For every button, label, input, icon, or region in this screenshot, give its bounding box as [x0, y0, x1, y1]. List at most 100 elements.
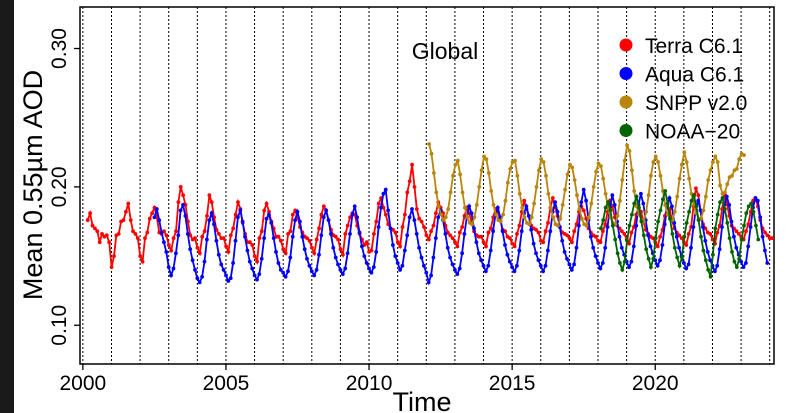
data-point [694, 204, 699, 209]
data-point [701, 248, 706, 253]
data-point [520, 205, 525, 210]
data-point [255, 277, 259, 282]
data-point [305, 236, 309, 241]
data-point [541, 240, 546, 245]
data-point [214, 238, 219, 243]
data-point [598, 240, 603, 245]
data-point [228, 233, 233, 238]
data-point [680, 162, 684, 167]
data-point [730, 173, 734, 178]
data-point [310, 245, 314, 250]
data-point [405, 190, 410, 195]
y-axis-title: Mean 0.55µm AOD [18, 70, 48, 300]
data-point [656, 219, 660, 224]
data-point [701, 225, 705, 229]
data-point [240, 219, 245, 224]
data-point [658, 208, 663, 213]
data-point [398, 268, 402, 272]
data-point [472, 226, 476, 231]
data-point [546, 191, 551, 196]
data-point [252, 273, 257, 278]
data-point [706, 268, 711, 272]
data-point [519, 229, 524, 234]
data-point [434, 211, 438, 216]
data-point [97, 240, 102, 245]
data-point [312, 251, 317, 256]
data-point [565, 233, 569, 238]
data-point [591, 245, 596, 250]
data-point [445, 245, 450, 250]
data-point [494, 212, 498, 217]
data-point [217, 232, 221, 236]
data-point [152, 215, 157, 220]
data-point [238, 208, 243, 213]
data-point [661, 197, 665, 202]
data-point [730, 250, 734, 254]
data-point [708, 258, 712, 263]
data-point [319, 212, 324, 217]
data-point [651, 160, 656, 164]
data-point [410, 162, 414, 167]
data-point [264, 216, 269, 221]
data-point [491, 203, 496, 207]
data-point [703, 238, 708, 243]
data-point [641, 201, 646, 206]
data-point [646, 193, 651, 198]
data-point [720, 225, 724, 229]
data-point [257, 272, 262, 276]
data-point [649, 265, 653, 269]
data-point [298, 219, 302, 224]
data-point [732, 259, 737, 264]
data-point [271, 236, 276, 241]
data-point [221, 268, 226, 272]
data-point [634, 223, 639, 228]
data-point [670, 232, 675, 236]
data-point [718, 200, 722, 205]
data-point [534, 251, 538, 256]
data-point [593, 234, 598, 239]
legend-marker-terra-c6-1 [619, 38, 633, 52]
data-point [687, 209, 691, 214]
data-point [503, 243, 507, 247]
data-point [675, 194, 680, 199]
data-point [717, 247, 722, 252]
data-point [632, 201, 637, 206]
data-point [706, 178, 711, 182]
data-point [341, 252, 345, 257]
data-point [603, 245, 608, 250]
data-point [512, 244, 517, 249]
data-point [250, 243, 255, 247]
data-point [567, 236, 572, 241]
data-point [439, 212, 443, 217]
data-point [178, 208, 183, 213]
data-point [684, 243, 689, 247]
data-point [606, 200, 610, 205]
data-point [570, 165, 575, 170]
data-point [515, 263, 519, 268]
data-point [319, 233, 324, 238]
data-point [255, 259, 259, 264]
data-point [507, 259, 512, 264]
data-point [603, 205, 608, 210]
data-point [128, 218, 133, 223]
data-point [751, 209, 756, 214]
data-point [656, 160, 660, 164]
data-point [479, 168, 484, 173]
data-point [388, 226, 393, 231]
chart-title: Global [412, 38, 478, 64]
data-point [143, 236, 147, 241]
data-point [348, 232, 352, 236]
data-point [713, 154, 718, 159]
data-point [307, 238, 312, 243]
data-point [665, 201, 670, 206]
data-point [567, 262, 572, 267]
data-point [267, 212, 271, 217]
data-point [340, 272, 345, 276]
data-point [630, 168, 634, 173]
data-point [336, 237, 340, 242]
data-point [422, 263, 426, 268]
data-point [164, 250, 169, 254]
data-point [422, 225, 426, 229]
legend-label-terra-c6-1: Terra C6.1 [645, 35, 743, 58]
data-point [443, 232, 448, 236]
